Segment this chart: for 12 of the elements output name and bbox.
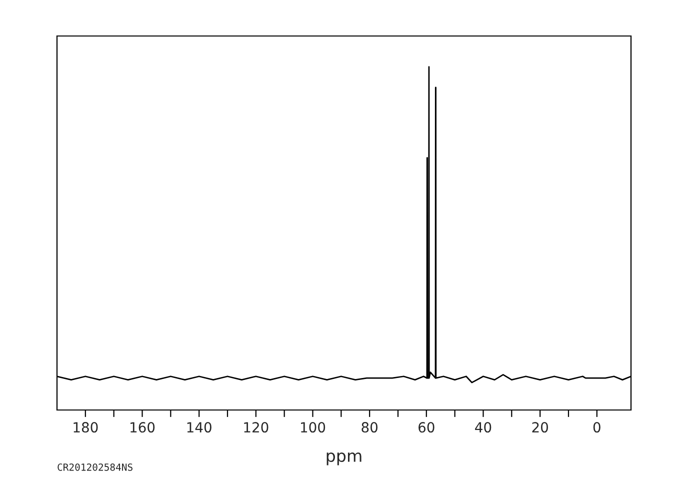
x-tick-label: 20 [532,422,548,433]
x-tick-label: 180 [74,422,98,433]
x-tick-label: 40 [475,422,492,433]
x-axis-title: ppm [326,452,362,466]
text: CR201202584NS [58,463,132,471]
x-tick-label: 160 [130,422,155,433]
x-tick-label: 0 [593,422,600,433]
x-tick-label: 140 [187,422,212,433]
x-tick-label: 60 [418,422,434,433]
x-tick-label: 100 [301,422,326,433]
x-tick-label: 120 [244,422,268,433]
x-tick-label: 80 [362,422,378,433]
